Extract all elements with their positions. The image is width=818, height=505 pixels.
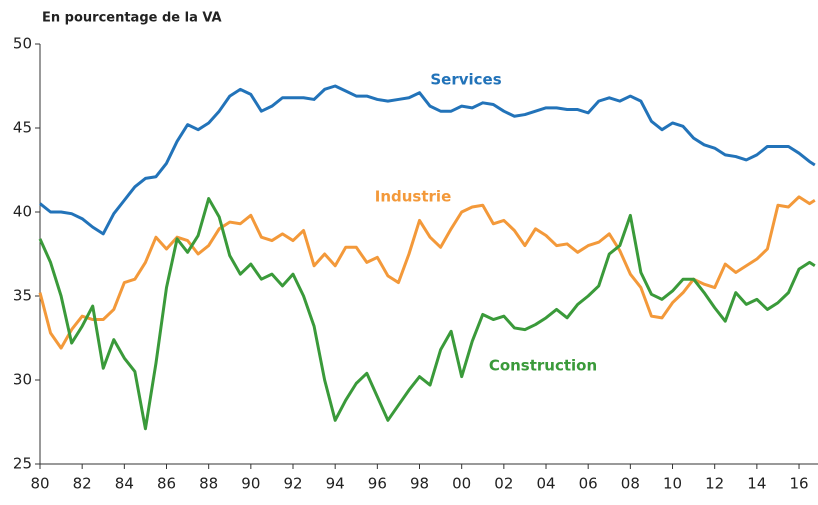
series-line [38,197,816,431]
x-tick-label: 88 [199,475,218,493]
x-tick-label: 10 [663,475,682,493]
x-tick-label: 00 [452,475,471,493]
chart-title: En pourcentage de la VA [42,11,222,26]
series-line [38,195,816,350]
x-tick-label: 86 [157,475,176,493]
y-tick-label: 40 [13,203,32,221]
y-tick-label: 35 [13,287,32,305]
x-tick-label: 84 [115,475,134,493]
series-line [39,84,816,236]
y-tick-label: 45 [13,119,32,137]
y-tick-label: 25 [13,455,32,473]
x-tick-label: 98 [410,475,429,493]
x-tick-label: 80 [30,475,49,493]
series-label: Industrie [375,188,452,206]
x-tick-label: 06 [579,475,598,493]
x-tick-label: 12 [705,475,724,493]
x-tick-label: 02 [494,475,513,493]
x-tick-label: 04 [536,475,555,493]
y-tick-label: 50 [13,35,32,53]
series-label: Services [430,71,501,89]
x-tick-label: 82 [73,475,92,493]
x-tick-label: 14 [747,475,766,493]
x-tick-label: 90 [241,475,260,493]
x-tick-label: 92 [283,475,302,493]
x-tick-label: 94 [326,475,345,493]
series-label: Construction [489,357,597,375]
y-tick-label: 30 [13,371,32,389]
x-tick-label: 96 [368,475,387,493]
x-tick-label: 08 [621,475,640,493]
x-tick-label: 16 [789,475,808,493]
